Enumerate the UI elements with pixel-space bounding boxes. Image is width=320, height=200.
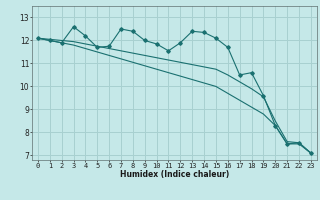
X-axis label: Humidex (Indice chaleur): Humidex (Indice chaleur) (120, 170, 229, 179)
